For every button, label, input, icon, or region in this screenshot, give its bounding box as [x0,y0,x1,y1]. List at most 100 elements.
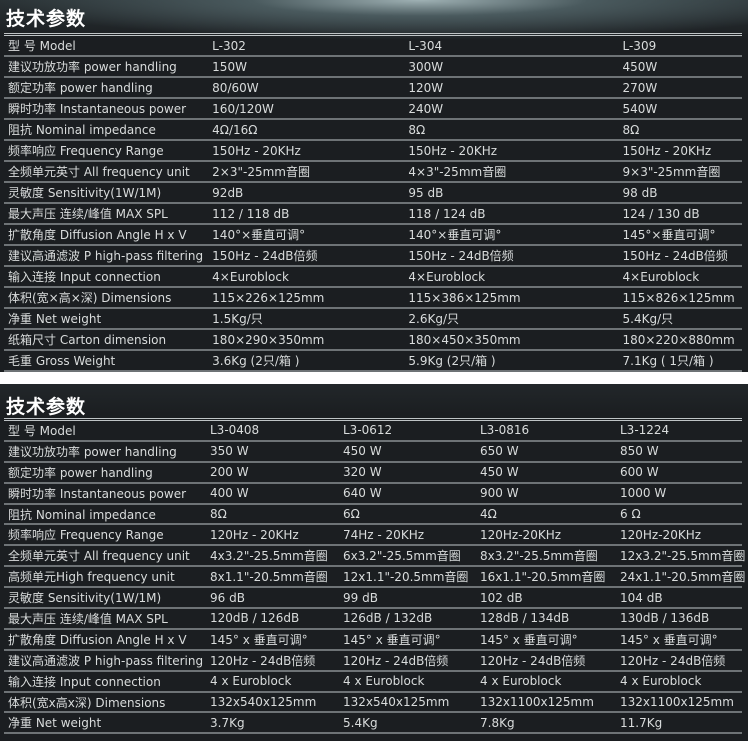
row-label: 型 号 Model [8,39,76,53]
cell-value: 145° x 垂直可调° [343,632,441,647]
table-row: 体积(宽x高x深) Dimensions 132x540x125mm 132x540… [4,693,742,714]
cell-value: 160/120W [212,101,274,116]
row-label: 净重 Net weight [8,312,102,326]
cell-value: 640 W [343,486,382,501]
row-label: 建议功放功率 power handling [8,60,177,74]
cell-value: 4 x Euroblock [210,674,292,689]
cell-value: 120Hz-20KHz [480,527,562,542]
cell-value: 350 W [210,444,249,459]
cell-value: 120Hz - 24dB倍频 [480,653,586,668]
cell-value: 8Ω [622,122,640,137]
table-row: 纸箱尺寸 Carton dimension 180×290×350mm 180×45… [4,330,742,351]
cell-value: 150Hz - 20KHz [212,143,301,158]
row-label: 高频单元High frequency unit [8,570,175,585]
table-row: 高频单元High frequency unit 8x1.1"-20.5mm音圈 12… [4,567,745,589]
table-row: 频率响应 Frequency Range 120Hz - 20KHz 74Hz - … [4,525,742,547]
table-row: 瞬时功率 Instantaneous power 160/120W 240W 540W [4,99,742,120]
table-row: 建议功放功率 power handling 150W 300W 450W [4,57,742,78]
table-row: 净重 Net weight 1.5Kg/只 2.6Kg/只 5.4Kg/只 [4,309,742,330]
table-row: 阻抗 Nominal impedance 4Ω/16Ω 8Ω 8Ω [4,120,742,141]
cell-value: 150W [212,59,247,74]
cell-value: 400 W [210,486,249,501]
cell-value: 4×3"-25mm音圈 [408,165,507,179]
row-label: 建议功放功率 power handling [8,444,177,459]
cell-value: 600 W [620,465,659,480]
table-row: 毛重 Gross Weight 3.6Kg (2只/箱 ) 5.9Kg (2只/箱 … [4,351,742,372]
table-row: 扩散角度 Diffusion Angle H x V 140°×垂直可调° 140°… [4,225,742,246]
cell-value: 96 dB [210,590,245,605]
row-label: 扩散角度 Diffusion Angle H x V [8,632,187,647]
cell-value: 320 W [343,465,382,480]
row-label: 型 号 Model [8,423,76,438]
row-label: 额定功率 power handling [8,81,153,95]
table-row: 全频单元英寸 All frequency unit 4x3.2"-25.5mm音圈… [4,546,746,568]
cell-value: 450W [622,59,658,74]
cell-value: 4Ω [480,507,497,521]
cell-value: 2×3"-25mm音圈 [212,165,310,179]
cell-value: 120W [408,80,444,95]
row-label: 建议高通滤波 P high-pass filtering [8,653,204,668]
cell-value: 112 / 118 dB [212,206,290,221]
table-row: 建议功放功率 power handling 350 W 450 W 650 W 850 … [4,442,742,463]
row-label: 灵敏度 Sensitivity(1W/1M) [8,591,162,606]
cell-value: 650 W [480,444,519,459]
table-row: 额定功率 power handling 80/60W 120W 270W [4,78,742,99]
cell-value: 150Hz - 20KHz [622,143,712,158]
table-row: 频率响应 Frequency Range 150Hz - 20KHz 150Hz -… [4,141,742,162]
cell-value: 450 W [480,465,519,480]
cell-value: 145°×垂直可调° [622,228,716,242]
cell-value: 12x3.2"-25.5mm音圈 [620,549,746,564]
cell-value: 200 W [210,465,249,480]
cell-value: 120Hz - 24dB倍频 [343,653,449,668]
row-label: 瞬时功率 Instantaneous power [8,486,187,501]
cell-value: 80/60W [212,80,259,95]
cell-value: 102 dB [480,590,523,605]
row-label: 体积(宽×高×深) Dimensions [8,291,172,305]
cell-value: 1000 W [620,486,667,501]
row-label: 阻抗 Nominal impedance [8,507,156,522]
cell-value: 7.8Kg [480,715,515,730]
cell-value: L-304 [408,38,443,53]
cell-value: 95 dB [408,185,444,200]
cell-value: 9×3"-25mm音圈 [622,165,721,179]
cell-value: 540W [622,101,658,116]
row-label: 瞬时功率 Instantaneous power [8,102,187,116]
cell-value: 140°×垂直可调° [212,228,306,242]
cell-value: 8x1.1"-20.5mm音圈 [210,570,328,585]
table-row: 输入连接 Input connection 4 x Euroblock 4 x Eu… [4,672,742,693]
cell-value: 104 dB [620,590,663,605]
row-label: 输入连接 Input connection [8,674,161,689]
cell-value: 12x1.1"-20.5mm音圈 [343,570,469,585]
cell-value: 150Hz - 20KHz [408,143,498,158]
table-row: 型 号 Model L3-0408 L3-0612 L3-0816 L3-1224 [4,421,742,442]
cell-value: 4 x Euroblock [343,674,425,689]
section-title: 技术参数 [6,396,87,418]
table-row: 额定功率 power handling 200 W 320 W 450 W 600 W [4,463,742,484]
row-label: 扩散角度 Diffusion Angle H x V [8,228,187,242]
cell-value: 270W [622,80,658,95]
cell-value: 145° x 垂直可调° [480,632,578,647]
row-label: 阻抗 Nominal impedance [8,123,156,137]
cell-value: 450 W [343,444,382,459]
cell-value: 850 W [620,444,659,459]
row-label: 净重 Net weight [8,716,102,731]
cell-value: 4×Euroblock [212,269,289,284]
cell-value: 4Ω/16Ω [212,122,258,137]
cell-value: 900 W [480,486,519,501]
cell-value: 120Hz-20KHz [620,527,702,542]
cell-value: 150Hz - 24dB倍频 [408,249,514,263]
cell-value: 132x1100x125mm [480,695,594,710]
table-row: 建议高通滤波 P high-pass filtering 150Hz - 24dB… [4,246,742,267]
cell-value: 180×450×350mm [408,332,521,347]
row-label: 额定功率 power handling [8,465,153,480]
cell-value: 120Hz - 20KHz [210,527,299,542]
table-row: 灵敏度 Sensitivity(1W/1M) 92dB 95 dB 98 dB [4,183,742,204]
cell-value: 120dB / 126dB [210,611,300,626]
cell-value: 8Ω [210,507,227,521]
row-label: 毛重 Gross Weight [8,354,116,368]
row-label: 体积(宽x高x深) Dimensions [8,695,166,710]
cell-value: 118 / 124 dB [408,206,486,221]
cell-value: 6 Ω [620,507,641,521]
cell-value: 4×Euroblock [408,269,486,284]
cell-value: 1.5Kg/只 [212,312,263,326]
